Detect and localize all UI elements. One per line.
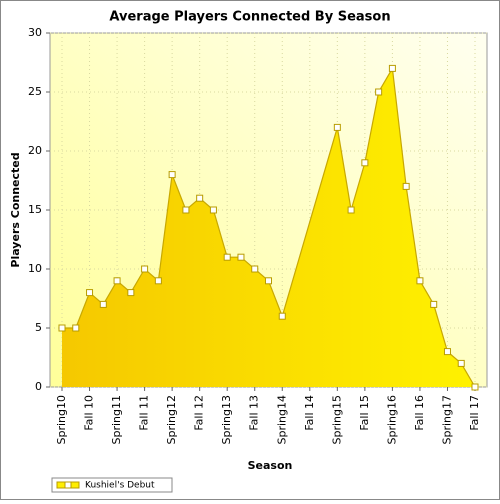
point	[127, 289, 135, 297]
x-tick-label: Spring15	[330, 395, 343, 445]
point	[443, 348, 451, 356]
point	[168, 171, 176, 179]
y-axis-title: Players Connected	[9, 152, 22, 267]
point	[278, 312, 286, 320]
point	[58, 324, 66, 332]
y-tick-label: 20	[28, 144, 42, 157]
point	[361, 159, 369, 167]
y-tick-label: 0	[35, 380, 42, 393]
point	[223, 253, 231, 261]
x-tick-label: Spring17	[440, 395, 453, 445]
point	[141, 265, 149, 273]
point	[347, 206, 355, 214]
x-tick-label: Fall 11	[138, 395, 151, 431]
point	[209, 206, 217, 214]
x-tick-label: Fall 16	[413, 395, 426, 431]
y-tick-label: 10	[28, 262, 42, 275]
x-tick-label: Spring12	[165, 395, 178, 445]
point	[237, 253, 245, 261]
point	[265, 277, 272, 285]
point	[99, 300, 107, 308]
area	[62, 68, 475, 388]
x-tick-label: Spring16	[385, 395, 398, 445]
legend: Kushiel's Debut	[51, 477, 173, 493]
point	[182, 206, 190, 214]
y-tick-label: 15	[28, 203, 42, 216]
x-tick-label: Spring13	[220, 395, 233, 445]
x-tick-label: Spring10	[55, 395, 68, 445]
x-tick-label: Fall 12	[193, 395, 206, 431]
point	[72, 324, 80, 332]
x-tick-label: Spring11	[110, 395, 123, 445]
point	[388, 64, 396, 72]
x-tick-label: Fall 17	[468, 395, 481, 431]
legend-box	[51, 477, 173, 493]
point	[154, 277, 162, 285]
x-axis-title: Season	[248, 459, 293, 472]
point	[196, 194, 204, 202]
point	[471, 383, 479, 391]
y-tick-label: 5	[35, 321, 42, 334]
legend-label: Kushiel's Debut	[85, 481, 155, 491]
y-tick-label: 30	[28, 26, 42, 39]
y-tick-label: 25	[28, 85, 42, 98]
point	[86, 289, 94, 297]
point	[333, 123, 341, 131]
point	[430, 300, 438, 308]
x-tick-label: Fall 15	[358, 395, 371, 431]
chart-title: Average Players Connected By Season	[109, 10, 390, 25]
point	[375, 88, 383, 96]
legend-marker	[64, 481, 72, 489]
area-line	[62, 66, 476, 388]
x-tick-label: Spring14	[275, 395, 288, 445]
point	[251, 265, 259, 273]
point	[113, 277, 121, 285]
point	[402, 182, 410, 190]
x-tick-label: Fall 13	[248, 395, 261, 431]
x-tick-label: Fall 10	[83, 395, 96, 431]
point	[416, 277, 424, 285]
point	[457, 359, 465, 367]
x-tick-label: Fall 14	[303, 395, 316, 431]
